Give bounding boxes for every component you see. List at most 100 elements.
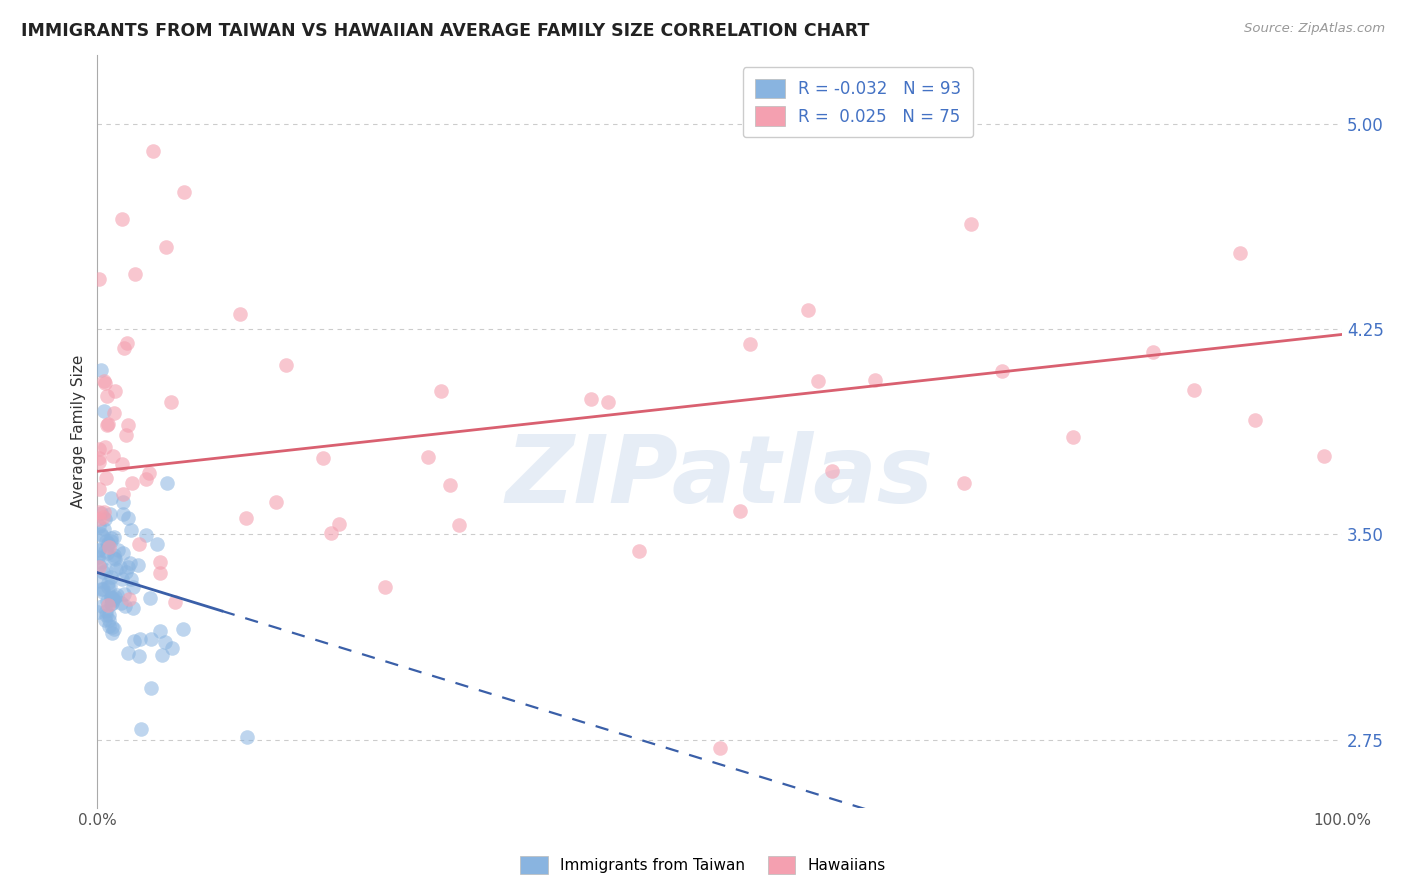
Point [97,580,120,594]
Point [103,530,125,544]
Legend: Immigrants from Taiwan, Hawaiians: Immigrants from Taiwan, Hawaiians [515,850,891,880]
Point [1182,383,1205,397]
Point [101,592,124,607]
Point [94,563,117,577]
Point [101,626,124,640]
Point [100,590,122,604]
Point [104,590,127,604]
Point [87,542,110,557]
Point [235,730,257,744]
Point [129,722,152,736]
Point [93,522,115,536]
Point [87,543,110,558]
Point [90,526,112,541]
Point [97,598,120,612]
Point [128,536,150,550]
Point [94,544,117,558]
Point [235,511,257,525]
Point [118,592,141,607]
Point [100,531,122,545]
Point [138,466,160,480]
Point [111,494,134,508]
Point [447,518,470,533]
Point [142,144,165,158]
Point [87,483,110,497]
Point [114,565,136,579]
Legend: R = -0.032   N = 93, R =  0.025   N = 75: R = -0.032 N = 93, R = 0.025 N = 75 [744,67,973,137]
Y-axis label: Average Family Size: Average Family Size [72,355,86,508]
Point [107,543,129,558]
Point [89,582,111,596]
Point [1142,345,1164,359]
Point [98,540,121,554]
Point [150,648,173,662]
Point [111,546,134,560]
Point [101,449,124,463]
Point [117,511,139,525]
Point [96,389,118,403]
Point [90,529,112,543]
Point [103,622,125,636]
Point [103,548,125,562]
Point [104,552,127,566]
Point [100,491,122,506]
Point [122,633,145,648]
Point [112,507,135,521]
Point [111,487,134,501]
Point [107,588,129,602]
Point [155,240,177,254]
Point [312,451,335,466]
Point [274,358,297,372]
Point [146,536,169,550]
Point [108,560,131,574]
Point [117,417,139,432]
Point [91,582,114,596]
Text: ZIPatlas: ZIPatlas [506,431,934,523]
Point [112,587,135,601]
Point [93,510,115,524]
Point [149,555,172,569]
Point [100,596,122,610]
Point [709,740,731,755]
Point [98,613,121,627]
Point [807,374,830,388]
Point [148,566,170,581]
Point [139,591,162,605]
Point [319,526,342,541]
Text: Source: ZipAtlas.com: Source: ZipAtlas.com [1244,22,1385,36]
Point [100,534,122,549]
Point [163,595,186,609]
Point [96,418,118,433]
Point [103,551,125,566]
Point [122,600,145,615]
Point [328,516,350,531]
Point [87,455,110,469]
Point [429,384,451,398]
Point [87,442,110,457]
Point [738,337,761,351]
Point [135,472,157,486]
Point [94,614,117,628]
Point [439,478,461,492]
Point [1313,449,1336,463]
Point [97,576,120,591]
Point [93,505,115,519]
Point [96,594,118,608]
Point [98,619,121,633]
Point [416,450,439,465]
Point [172,622,194,636]
Point [162,640,184,655]
Point [90,555,112,569]
Point [87,550,110,565]
Point [266,495,288,509]
Point [87,505,110,519]
Point [98,507,121,521]
Point [1229,246,1251,260]
Point [121,475,143,490]
Point [93,585,115,599]
Point [579,392,602,406]
Point [87,558,110,572]
Point [105,562,128,576]
Point [94,604,117,618]
Point [156,475,179,490]
